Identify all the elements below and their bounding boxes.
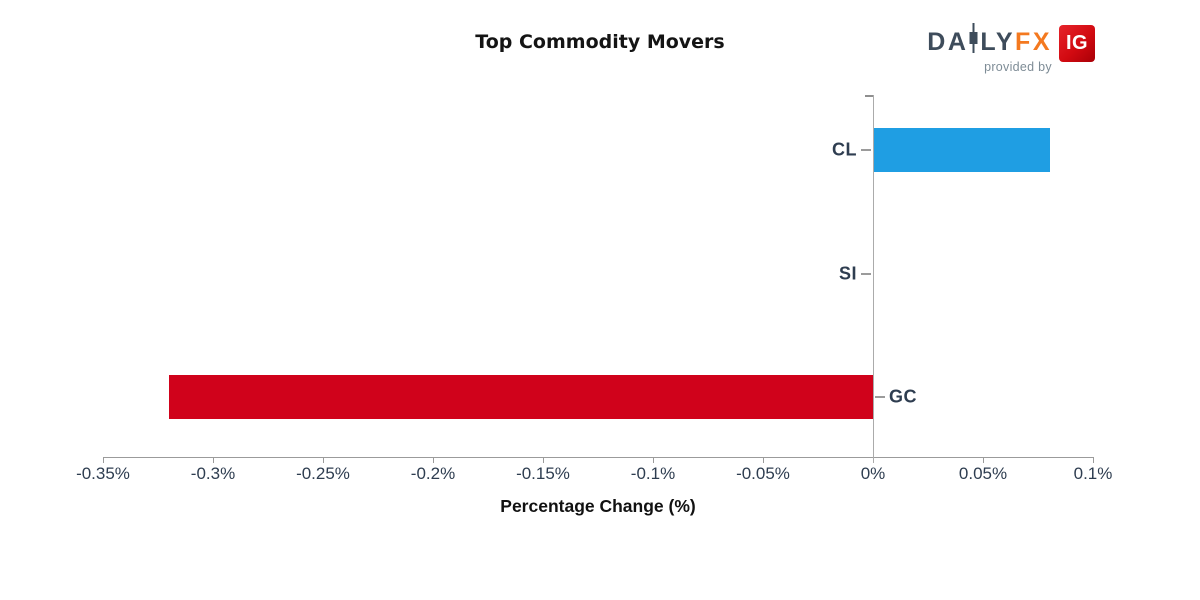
- zero-baseline: [873, 95, 874, 463]
- category-label-gc: GC: [889, 386, 917, 407]
- logo-text-da: DA: [927, 28, 969, 56]
- ig-logo-text: IG: [1065, 32, 1089, 54]
- category-tick-si: [861, 273, 871, 275]
- x-tick--0.15%: [543, 457, 544, 463]
- logo-text-fx: FX: [1015, 28, 1052, 56]
- x-tick--0.25%: [323, 457, 324, 463]
- x-tick-label--0.1%: -0.1%: [630, 464, 676, 483]
- dailyfx-wordmark: DA LY FX: [927, 23, 1052, 59]
- x-tick-label-0%: 0%: [860, 464, 886, 483]
- x-tick-label--0.2%: -0.2%: [410, 464, 456, 483]
- bar-gc: [169, 375, 873, 419]
- x-tick-label-0.1%: 0.1%: [1073, 464, 1113, 483]
- zero-baseline-cap: [865, 95, 873, 97]
- category-label-cl: CL: [832, 139, 857, 160]
- dailyfx-logo: DA LY FX provided by IG: [927, 23, 1095, 74]
- chart-title: Top Commodity Movers: [475, 31, 725, 53]
- ig-logo: IG: [1059, 25, 1095, 62]
- dailyfx-logo-text: DA LY FX provided by: [927, 23, 1052, 74]
- x-axis-line: [103, 457, 1093, 458]
- x-tick--0.1%: [653, 457, 654, 463]
- bar-cl: [874, 128, 1050, 172]
- x-tick-label--0.3%: -0.3%: [190, 464, 236, 483]
- x-tick-label--0.05%: -0.05%: [736, 464, 790, 483]
- x-tick-label--0.35%: -0.35%: [76, 464, 130, 483]
- x-tick-0.1%: [1093, 457, 1094, 463]
- x-tick--0.3%: [213, 457, 214, 463]
- x-tick--0.05%: [763, 457, 764, 463]
- x-tick-label--0.15%: -0.15%: [516, 464, 570, 483]
- candlestick-icon: [969, 23, 978, 57]
- x-tick--0.35%: [103, 457, 104, 463]
- logo-text-ly: LY: [980, 28, 1016, 56]
- x-tick-label--0.25%: -0.25%: [296, 464, 350, 483]
- x-tick--0.2%: [433, 457, 434, 463]
- logo-tagline: provided by: [984, 60, 1052, 74]
- x-tick-label-0.05%: 0.05%: [958, 464, 1008, 483]
- category-label-si: SI: [838, 263, 857, 284]
- category-tick-gc: [875, 396, 885, 398]
- x-axis-title: Percentage Change (%): [500, 496, 696, 516]
- category-tick-cl: [861, 149, 871, 151]
- x-tick-0.05%: [983, 457, 984, 463]
